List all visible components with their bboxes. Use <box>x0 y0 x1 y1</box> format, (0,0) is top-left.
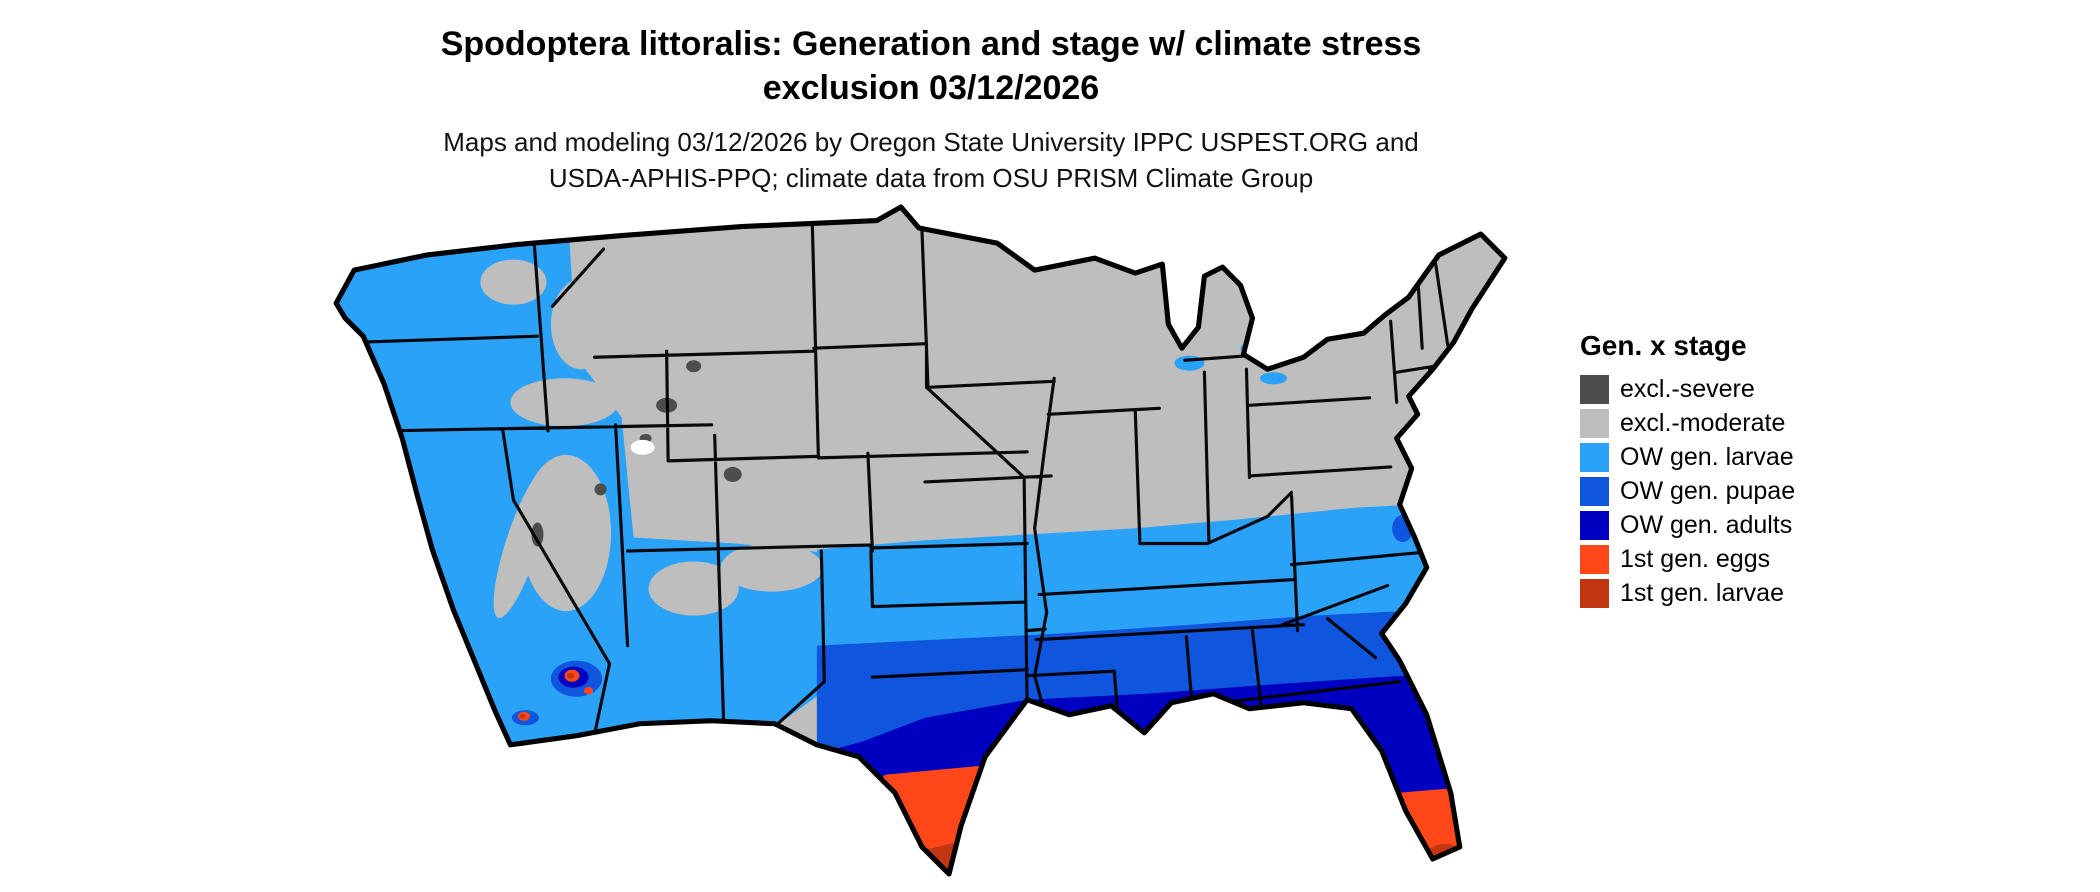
legend-item: excl.-moderate <box>1580 408 1795 438</box>
legend-label: excl.-severe <box>1620 374 1755 403</box>
legend-swatch <box>1580 510 1609 540</box>
region-gray-se-oregon <box>510 378 619 427</box>
page-title-line1: Spodoptera littoralis: Generation and st… <box>440 25 1422 63</box>
map-legend: Gen. x stage excl.-severe excl.-moderate O… <box>1580 330 1795 612</box>
region-gray-n-arizona <box>648 561 739 616</box>
page-title-line2: exclusion 03/12/2026 <box>762 69 1100 107</box>
subtitle-block: Maps and modeling 03/12/2026 by Oregon S… <box>0 124 1862 196</box>
legend-swatch <box>1580 442 1609 472</box>
legend-item: OW gen. adults <box>1580 510 1795 540</box>
great-salt-lake <box>630 439 655 455</box>
subtitle-line2: USDA-APHIS-PPQ; climate data from OSU PR… <box>548 163 1314 193</box>
legend-swatch <box>1580 374 1609 404</box>
region-ow-pupae-band <box>816 609 1505 757</box>
region-ow-larvae-band <box>816 498 1505 649</box>
region-red-ca-dot <box>519 713 526 719</box>
us-map <box>333 204 1508 877</box>
legend-swatch <box>1580 544 1609 574</box>
legend-item: 1st gen. larvae <box>1580 578 1795 608</box>
region-red-florida-dot <box>1411 857 1424 867</box>
region-excl-severe-spot <box>594 483 607 496</box>
region-gray-idaho <box>550 279 612 370</box>
map-panel <box>268 192 1588 892</box>
legend-label: 1st gen. larvae <box>1620 578 1784 607</box>
legend-label: OW gen. larvae <box>1620 442 1794 471</box>
region-excl-severe-spot <box>686 360 702 373</box>
region-gray-sierra <box>493 469 552 618</box>
region-gray-utah <box>629 429 708 538</box>
legend-swatch <box>1580 578 1609 608</box>
legend-heading: Gen. x stage <box>1580 330 1747 361</box>
region-red-az-dot <box>566 672 575 679</box>
region-eggs-az-dot <box>584 686 594 695</box>
legend-item: OW gen. pupae <box>1580 476 1795 506</box>
legend-label: OW gen. pupae <box>1620 476 1796 505</box>
region-gray-n-newmexico <box>720 543 823 592</box>
title-block: Spodoptera littoralis: Generation and st… <box>0 22 1862 196</box>
region-larvae-lake-pocket <box>1259 372 1288 385</box>
map-raster-layers <box>336 207 1505 874</box>
legend-label: OW gen. adults <box>1620 510 1793 539</box>
legend-item: 1st gen. eggs <box>1580 544 1795 574</box>
legend-label: excl.-moderate <box>1620 408 1786 437</box>
legend-item: OW gen. larvae <box>1580 442 1795 472</box>
subtitle-line1: Maps and modeling 03/12/2026 by Oregon S… <box>443 127 1419 157</box>
legend-swatch <box>1580 476 1609 506</box>
state-borders <box>357 223 1456 736</box>
region-excl-severe-spot <box>531 522 544 547</box>
us-outline <box>333 204 1508 877</box>
region-gray-ne-washington <box>480 259 547 305</box>
legend-items: excl.-severe excl.-moderate OW gen. larvae… <box>1580 374 1795 608</box>
legend-swatch <box>1580 408 1609 438</box>
legend-item: excl.-severe <box>1580 374 1795 404</box>
legend-label: 1st gen. eggs <box>1620 544 1771 573</box>
region-excl-severe-spot <box>723 466 742 482</box>
